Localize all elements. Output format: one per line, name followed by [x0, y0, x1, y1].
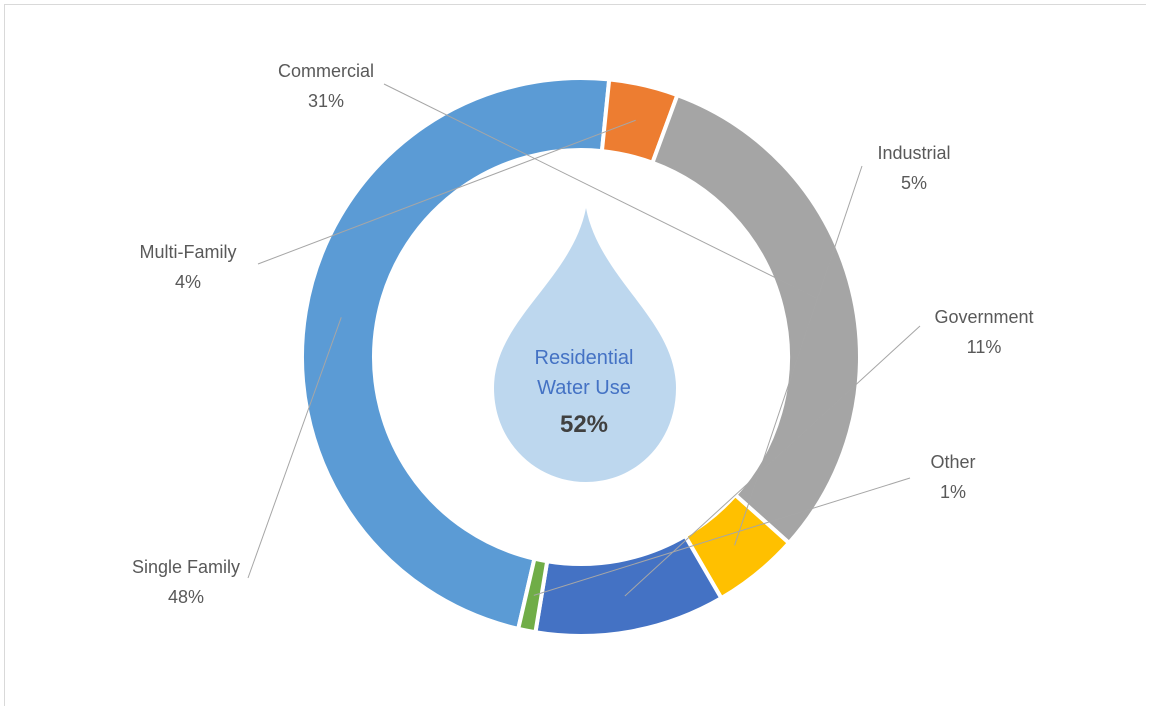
segment-commercial: [649, 92, 862, 546]
label-industrial-value: 5%: [901, 173, 927, 193]
leader-line-multi-family: [257, 119, 636, 265]
label-industrial-name: Industrial: [877, 143, 950, 163]
segment-single-family: [300, 76, 612, 632]
leader-lines: [247, 83, 921, 597]
label-multi-family-name: Multi-Family: [140, 242, 237, 262]
water-drop-icon: [494, 208, 676, 482]
leader-line-single-family: [247, 317, 342, 579]
label-other-value: 1%: [940, 482, 966, 502]
donut-segments: [300, 76, 862, 638]
label-government-value: 11%: [967, 337, 1002, 357]
center-label-line-1: Residential: [535, 347, 634, 369]
leader-line-industrial: [734, 165, 863, 546]
label-other-name: Other: [930, 452, 975, 472]
center-label-line-2: Water Use: [537, 377, 631, 399]
label-multi-family-value: 4%: [175, 272, 201, 292]
center-value: 52%: [560, 411, 608, 438]
label-commercial-value: 31%: [308, 91, 344, 111]
label-single-family-name: Single Family: [132, 557, 240, 577]
label-single-family-value: 48%: [168, 587, 204, 607]
label-commercial-name: Commercial: [278, 61, 374, 81]
leader-line-government: [624, 325, 921, 597]
chart-frame: [4, 4, 1146, 706]
leader-line-other: [533, 477, 911, 596]
label-government-name: Government: [934, 307, 1033, 327]
segment-other: [515, 556, 550, 635]
leader-line-commercial: [383, 83, 818, 299]
